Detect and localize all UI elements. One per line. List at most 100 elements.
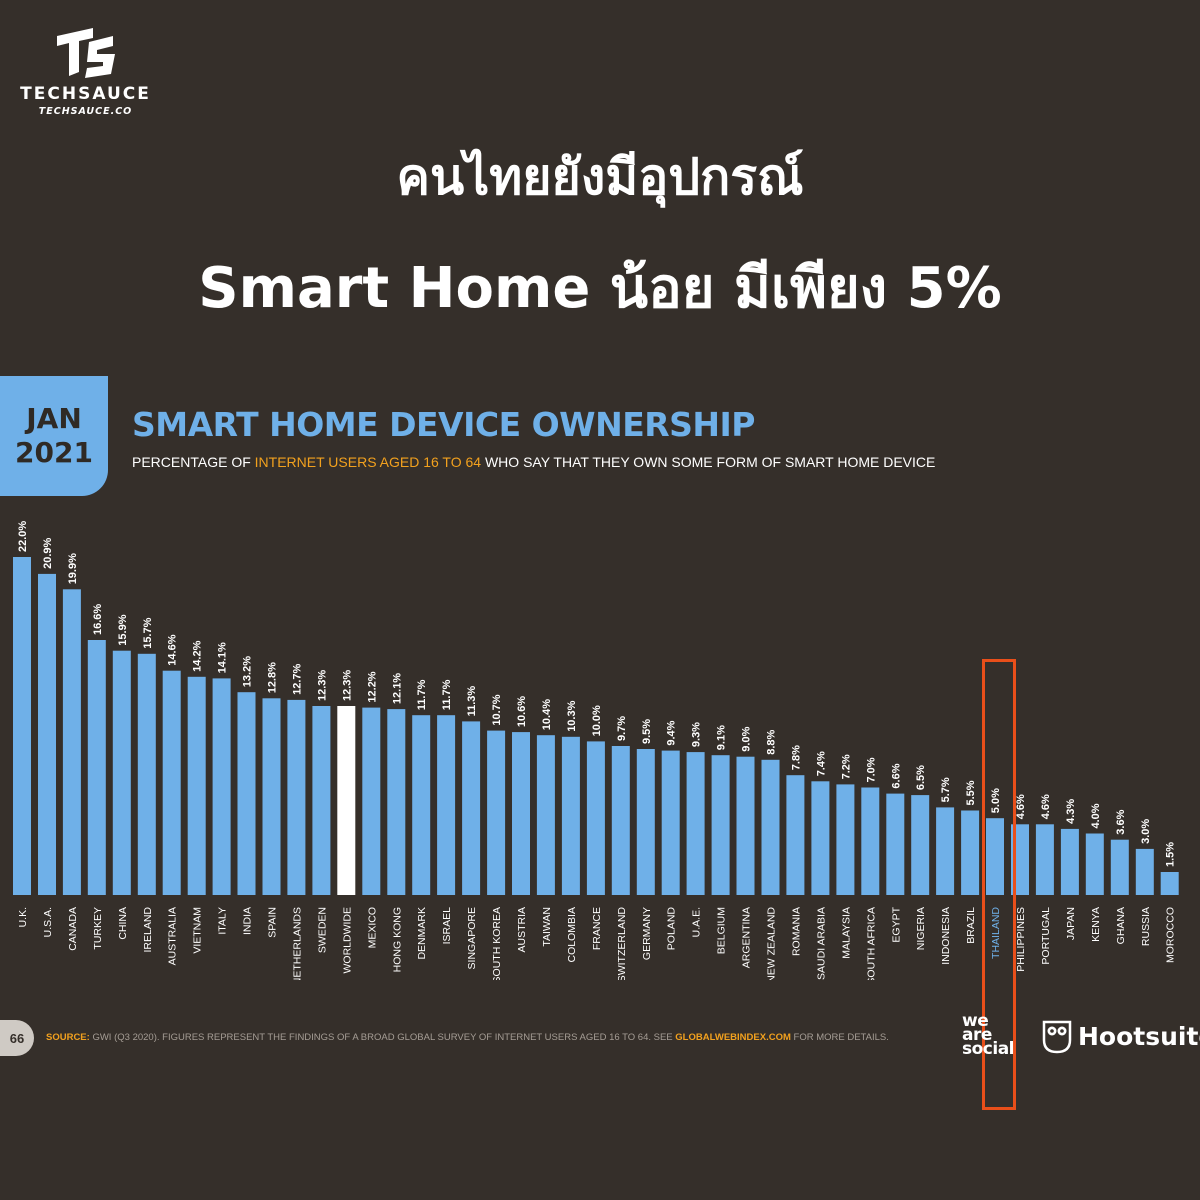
value-label: 4.6% [1040, 794, 1052, 819]
subtitle-part-3: WHO SAY THAT THEY OWN SOME FORM OF SMART… [481, 454, 936, 470]
category-label: AUSTRIA [516, 907, 528, 953]
value-label: 1.5% [1165, 842, 1177, 867]
value-label: 4.3% [1065, 799, 1077, 824]
value-label: 14.2% [192, 640, 204, 671]
chart-title: SMART HOME DEVICE OWNERSHIP [132, 405, 756, 444]
category-label: SWEDEN [316, 907, 328, 953]
bar-south-korea [487, 730, 506, 895]
source-link[interactable]: GLOBALWEBINDEX.COM [675, 1032, 791, 1043]
bar-ghana [1110, 839, 1129, 895]
category-label: JAPAN [1065, 907, 1077, 940]
value-label: 9.0% [741, 726, 753, 751]
value-label: 8.8% [766, 730, 778, 755]
hootsuite-name: Hootsuite [1078, 1021, 1200, 1051]
value-label: 14.1% [217, 642, 229, 673]
value-label: 9.4% [666, 720, 678, 745]
category-label: KENYA [1090, 907, 1102, 942]
hootsuite-logo: Hootsuite [1042, 1018, 1200, 1054]
value-label: 5.5% [965, 780, 977, 805]
category-label: ISRAEL [441, 907, 453, 945]
category-label: POLAND [666, 907, 678, 951]
bar-saudi-arabia [811, 781, 830, 895]
value-label: 13.2% [242, 656, 254, 687]
value-label: 7.4% [815, 751, 827, 776]
value-label: 14.6% [167, 634, 179, 665]
category-label: SWITZERLAND [616, 907, 628, 980]
value-label: 12.8% [267, 662, 279, 693]
value-label: 11.3% [466, 686, 478, 717]
value-label: 20.9% [42, 537, 54, 568]
bar-u-a-e [686, 752, 705, 895]
category-label: EGYPT [890, 906, 902, 942]
value-label: 7.8% [790, 745, 802, 770]
bar-turkey [87, 640, 106, 895]
bar-japan [1060, 828, 1079, 895]
category-label: ROMANIA [790, 907, 802, 956]
category-label: BRAZIL [965, 907, 977, 944]
value-label: 16.6% [92, 604, 104, 635]
subtitle-highlight: INTERNET USERS AGED 16 TO 64 [254, 454, 482, 470]
bar-sweden [312, 706, 331, 895]
category-label: FRANCE [591, 907, 603, 950]
bar-malaysia [836, 784, 855, 895]
bar-brazil [961, 810, 980, 895]
category-label: MALAYSIA [840, 907, 852, 959]
was-word-1: we [962, 1011, 989, 1031]
bar-india [237, 692, 256, 895]
category-label: THAILAND [990, 907, 1002, 959]
value-label: 19.9% [67, 553, 79, 584]
bar-austria [512, 732, 530, 895]
source-label: SOURCE: [46, 1032, 90, 1043]
bar-mexico [362, 707, 381, 895]
techsauce-logo: TECHSAUCE TECHSAUCE.CO [18, 24, 153, 117]
bar-germany [636, 749, 655, 895]
bar-vietnam [187, 676, 206, 895]
value-label: 11.7% [441, 679, 453, 710]
bar-france [586, 741, 605, 895]
bar-china [112, 650, 131, 895]
category-label: TAIWAN [541, 907, 553, 947]
bar-south-africa [861, 787, 880, 895]
was-word-3: social [962, 1039, 1015, 1059]
bar-new-zealand [761, 759, 780, 895]
value-label: 4.0% [1090, 803, 1102, 828]
headline-line-2: Smart Home น้อย มีเพียง 5% [198, 256, 1002, 321]
report-date-badge: JAN 2021 [0, 376, 108, 496]
value-label: 11.7% [416, 679, 428, 710]
value-label: 7.2% [840, 754, 852, 779]
category-label: CANADA [67, 907, 79, 951]
value-label: 12.3% [316, 670, 328, 701]
bar-portugal [1035, 824, 1054, 895]
we-are-social-logo: we are social [962, 1011, 1015, 1059]
value-label: 6.5% [915, 765, 927, 790]
page-number: 66 [0, 1020, 34, 1056]
category-label: MEXICO [366, 907, 378, 948]
category-label: CHINA [117, 907, 129, 940]
value-label: 3.0% [1140, 819, 1152, 844]
bar-netherlands [287, 699, 306, 895]
thailand-highlight-box [982, 659, 1016, 1110]
category-label: VIETNAM [192, 907, 204, 954]
bar-spain [262, 698, 281, 895]
bar-nigeria [911, 795, 930, 895]
bar-hong-kong [387, 709, 406, 895]
bar-italy [212, 678, 231, 895]
category-label: RUSSIA [1140, 907, 1152, 946]
bar-singapore [462, 721, 481, 895]
report-year: 2021 [15, 436, 93, 469]
value-label: 22.0% [17, 521, 29, 552]
value-label: 9.1% [716, 725, 728, 750]
bar-colombia [561, 736, 580, 895]
value-label: 15.7% [142, 617, 154, 648]
category-label: DENMARK [416, 907, 428, 960]
bar-argentina [736, 756, 755, 895]
category-label: U.S.A. [42, 907, 54, 937]
value-label: 15.9% [117, 614, 129, 645]
category-label: SAUDI ARABIA [815, 907, 827, 980]
bar-chart: 22.0% U.K. 20.9% U.S.A. 19.9% CANADA 16.6% TURK… [13, 521, 1179, 980]
bar-egypt [886, 793, 905, 895]
value-label: 10.6% [516, 696, 528, 727]
category-label: BELGIUM [716, 907, 728, 954]
source-suffix: FOR MORE DETAILS. [793, 1032, 889, 1043]
category-label: TURKEY [92, 907, 104, 950]
